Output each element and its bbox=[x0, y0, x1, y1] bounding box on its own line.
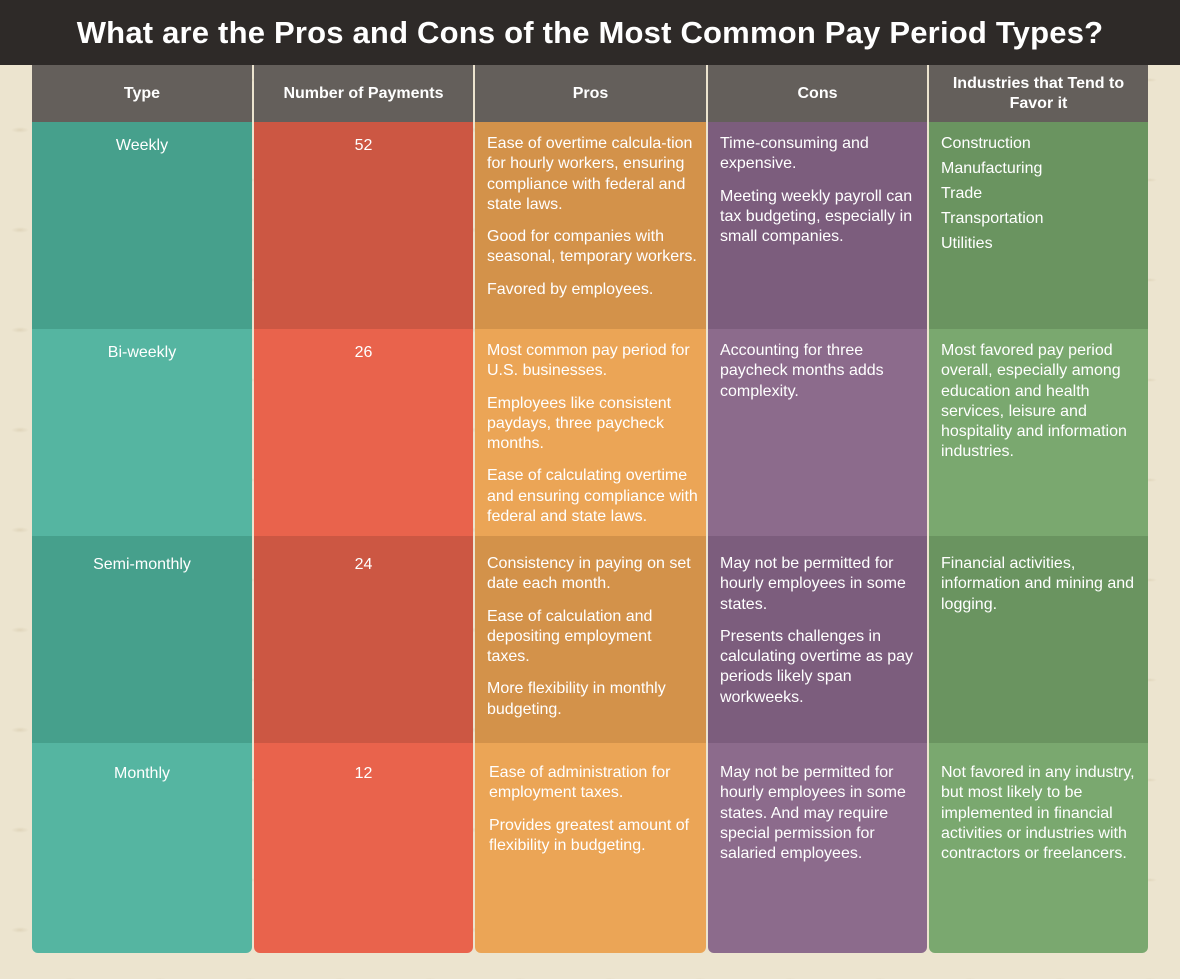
cell-cons-biweekly: Accounting for three paycheck months add… bbox=[708, 329, 927, 536]
cell-pros-monthly: Ease of administration for employment ta… bbox=[475, 743, 706, 953]
cell-pros-weekly: Ease of overtime calcula-tion for hourly… bbox=[475, 122, 706, 329]
cell-cons-semimonthly: May not be permitted for hourly employee… bbox=[708, 536, 927, 743]
header-payments: Number of Payments bbox=[254, 65, 473, 122]
pros-text: Provides greatest amount of flexibility … bbox=[489, 816, 690, 854]
industry-text: Financial activities, information and mi… bbox=[941, 555, 1135, 613]
cell-industries-biweekly: Most favored pay period overall, especia… bbox=[929, 329, 1148, 536]
pros-text: Ease of overtime calcula-tion for hourly… bbox=[487, 135, 693, 213]
industry-item: Manufacturing bbox=[941, 159, 1043, 177]
cell-payments-biweekly: 26 bbox=[254, 329, 473, 536]
industry-text: Most favored pay period overall, especia… bbox=[941, 342, 1127, 461]
cell-type-semimonthly: Semi-monthly bbox=[32, 536, 252, 743]
cell-cons-weekly: Time-consuming and expensive. Meeting we… bbox=[708, 122, 927, 329]
column-type: Type Weekly Bi-weekly Semi-monthly Month… bbox=[32, 65, 252, 953]
cons-text: Accounting for three paycheck months add… bbox=[720, 342, 884, 400]
pros-text: Employees like consistent paydays, three… bbox=[487, 394, 672, 453]
cell-payments-weekly: 52 bbox=[254, 122, 473, 329]
cons-text: May not be permitted for hourly employee… bbox=[720, 555, 906, 613]
cell-industries-weekly: Construction Manufacturing Trade Transpo… bbox=[929, 122, 1148, 329]
cell-payments-semimonthly: 24 bbox=[254, 536, 473, 743]
cons-text: Meeting weekly payroll can tax budgeting… bbox=[720, 187, 913, 246]
cell-pros-biweekly: Most common pay period for U.S. business… bbox=[475, 329, 706, 536]
header-type: Type bbox=[32, 65, 252, 122]
cons-text: May not be permitted for hourly employee… bbox=[720, 764, 906, 863]
cons-text: Time-consuming and expensive. bbox=[720, 135, 869, 173]
pros-text: Ease of calculating overtime and ensurin… bbox=[487, 467, 698, 526]
pros-text: Favored by employees. bbox=[487, 280, 654, 298]
cell-industries-monthly: Not favored in any industry, but most li… bbox=[929, 743, 1148, 953]
column-pros: Pros Ease of overtime calcula-tion for h… bbox=[475, 65, 706, 953]
cell-cons-monthly: May not be permitted for hourly employee… bbox=[708, 743, 927, 953]
header-cons: Cons bbox=[708, 65, 927, 122]
cell-type-weekly: Weekly bbox=[32, 122, 252, 329]
cell-type-biweekly: Bi-weekly bbox=[32, 329, 252, 536]
title-bar: What are the Pros and Cons of the Most C… bbox=[0, 0, 1180, 65]
industry-item: Trade bbox=[941, 184, 983, 202]
cell-industries-semimonthly: Financial activities, information and mi… bbox=[929, 536, 1148, 743]
page-title: What are the Pros and Cons of the Most C… bbox=[76, 14, 1104, 50]
industry-item: Construction bbox=[941, 135, 1031, 152]
cell-payments-monthly: 12 bbox=[254, 743, 473, 953]
pros-text: Ease of administration for employment ta… bbox=[489, 764, 671, 802]
column-cons: Cons Time-consuming and expensive. Meeti… bbox=[708, 65, 927, 953]
pros-text: Ease of calculation and depositing emplo… bbox=[487, 607, 653, 666]
pros-text: Most common pay period for U.S. business… bbox=[487, 342, 690, 380]
pros-text: More flexibility in monthly budgeting. bbox=[487, 680, 666, 718]
header-pros: Pros bbox=[475, 65, 706, 122]
pros-text: Good for companies with seasonal, tempor… bbox=[487, 228, 697, 266]
column-industries: Industries that Tend to Favor it Constru… bbox=[929, 65, 1148, 953]
industry-text: Not favored in any industry, but most li… bbox=[941, 764, 1135, 863]
header-industries: Industries that Tend to Favor it bbox=[929, 65, 1148, 122]
cell-pros-semimonthly: Consistency in paying on set date each m… bbox=[475, 536, 706, 743]
industry-item: Utilities bbox=[941, 234, 993, 252]
cons-text: Presents challenges in calculating overt… bbox=[720, 627, 913, 706]
column-payments: Number of Payments 52 26 24 12 bbox=[254, 65, 473, 953]
cell-type-monthly: Monthly bbox=[32, 743, 252, 953]
industry-item: Transportation bbox=[941, 209, 1044, 227]
pros-text: Consistency in paying on set date each m… bbox=[487, 555, 691, 593]
